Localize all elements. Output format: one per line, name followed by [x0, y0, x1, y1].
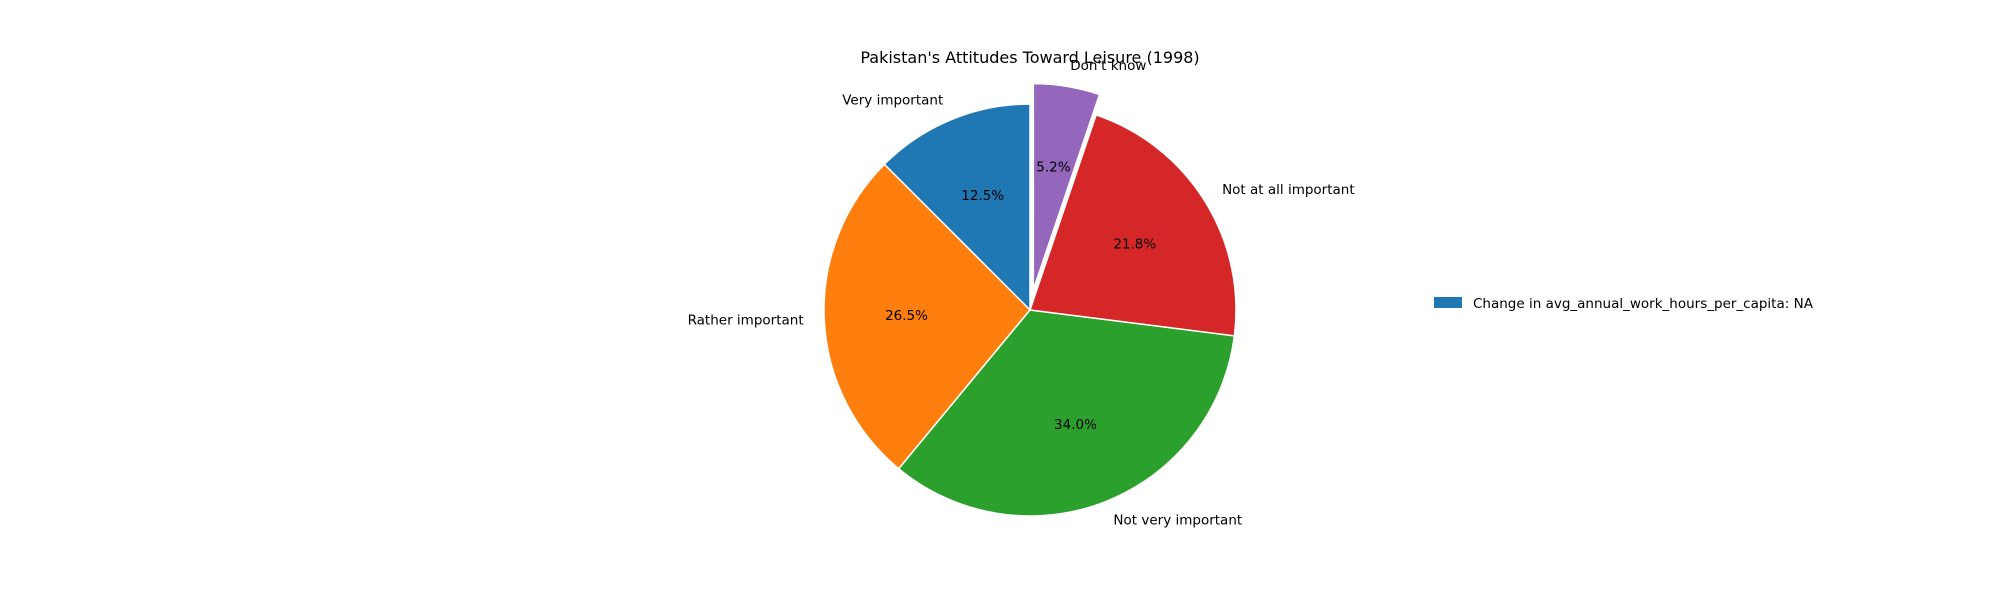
- pie-slice-don-t-know: [1032, 82, 1101, 290]
- chart-title: Pakistan's Attitudes Toward Leisure (199…: [860, 48, 1199, 67]
- percent-label: 21.8%: [1113, 236, 1156, 252]
- slice-label: Rather important: [688, 313, 804, 329]
- slice-label: Very important: [842, 93, 943, 109]
- slice-labels: Very important Rather important Not very i…: [688, 58, 1355, 529]
- pie-slices: [823, 82, 1237, 517]
- percent-label: 26.5%: [885, 308, 928, 324]
- pie-slice-rather-important: [823, 163, 1032, 470]
- pie-slice-not-very-important: [897, 309, 1236, 517]
- pie-slice-very-important: [883, 103, 1031, 312]
- legend-swatch: [1434, 297, 1462, 308]
- legend-entry-label: Change in avg_annual_work_hours_per_capi…: [1473, 296, 1814, 312]
- slice-label: Don't know: [1070, 58, 1146, 74]
- percent-label: 34.0%: [1054, 417, 1097, 433]
- percent-label: 12.5%: [961, 188, 1004, 204]
- legend: Change in avg_annual_work_hours_per_capi…: [1434, 296, 1814, 312]
- pie-slice-not-at-all-important: [1028, 113, 1237, 337]
- percent-labels: 12.5% 26.5% 34.0% 21.8% 5.2%: [885, 160, 1156, 433]
- percent-label: 5.2%: [1036, 160, 1070, 176]
- slice-label: Not at all important: [1222, 182, 1355, 198]
- slice-label: Not very important: [1113, 513, 1242, 529]
